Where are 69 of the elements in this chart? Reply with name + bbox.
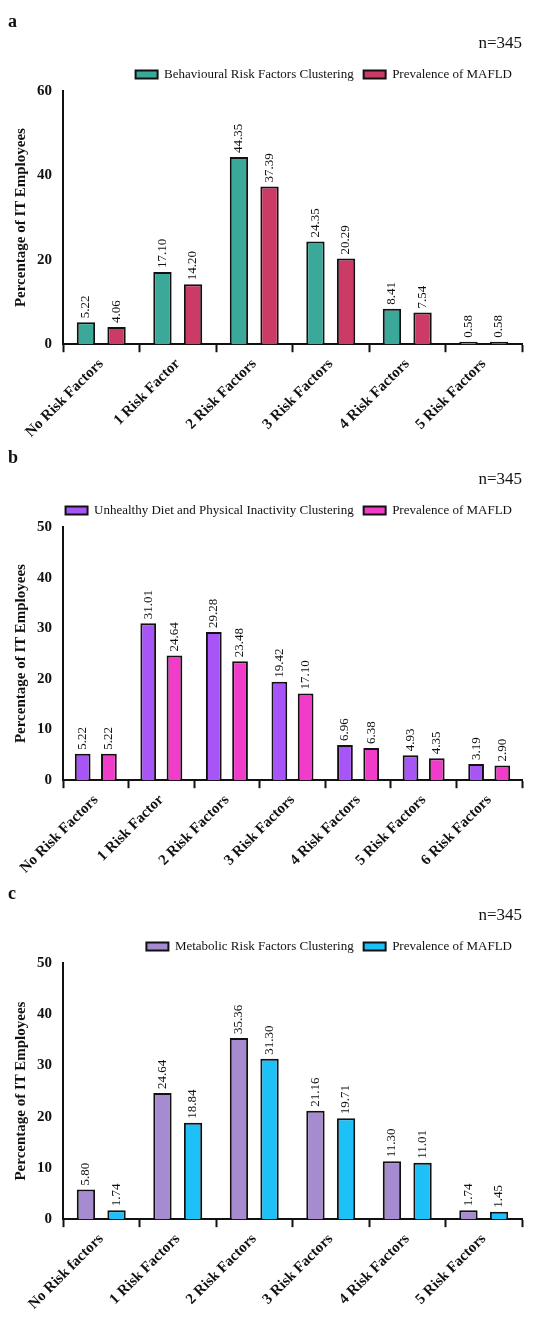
data-label: 17.10 (153, 238, 169, 269)
data-label: 20.29 (337, 225, 353, 255)
chart-subtitle: n=345 (478, 33, 522, 53)
y-axis-title: Percentage of IT Employees (11, 563, 28, 744)
y-tick-label: 30 (37, 1056, 52, 1073)
data-label: 8.41 (383, 281, 399, 305)
legend-label: Prevalence of MAFLD (392, 501, 512, 517)
legend-label: Behavioural Risk Factors Clustering (164, 65, 355, 81)
chart-title: a (8, 11, 17, 32)
data-label: 5.22 (77, 295, 93, 319)
y-tick-label: 20 (37, 1107, 52, 1124)
y-tick-label: 10 (37, 720, 52, 737)
y-tick-label: 40 (37, 568, 52, 585)
data-label: 5.22 (100, 727, 116, 750)
data-label: 11.01 (413, 1129, 429, 1159)
data-label: 24.35 (306, 208, 322, 238)
y-axis-title: Percentage of IT Employees (11, 127, 28, 308)
data-label: 29.28 (205, 598, 221, 628)
chart-subtitle: n=345 (478, 905, 522, 925)
data-label: 0.58 (490, 315, 506, 338)
data-label: 37.39 (260, 153, 276, 183)
legend-label: Metabolic Risk Factors Clustering (174, 937, 355, 953)
data-label: 24.64 (153, 1059, 169, 1089)
data-label: 0.58 (459, 315, 475, 338)
chart-subtitle: n=345 (478, 469, 522, 489)
y-tick-label: 20 (37, 669, 52, 686)
y-tick-label: 50 (37, 953, 52, 970)
data-label: 1.74 (107, 1182, 123, 1207)
legend-label: Prevalence of MAFLD (392, 937, 512, 953)
data-label: 4.93 (401, 728, 417, 752)
data-label: 44.35 (230, 123, 246, 154)
y-tick-label: 0 (44, 1210, 52, 1227)
data-label: 11.30 (383, 1128, 399, 1158)
y-tick-label: 0 (44, 771, 52, 788)
data-label: 4.35 (428, 731, 444, 755)
data-label: 5.22 (74, 727, 90, 750)
data-label: 7.54 (413, 285, 429, 309)
data-label: 14.20 (184, 251, 200, 281)
data-label: 31.30 (260, 1025, 276, 1055)
data-label: 19.71 (337, 1084, 353, 1115)
y-tick-label: 40 (37, 166, 52, 183)
data-label: 1.45 (490, 1184, 506, 1208)
legend-label: Unhealthy Diet and Physical Inactivity Clustering (94, 501, 355, 517)
data-label: 21.16 (306, 1077, 322, 1107)
y-tick-label: 20 (37, 250, 52, 267)
y-tick-label: 0 (44, 335, 52, 352)
data-label: 17.10 (297, 660, 313, 690)
data-label: 3.19 (467, 737, 483, 761)
data-label: 4.06 (107, 299, 123, 324)
y-axis-title: Percentage of IT Employees (11, 1001, 28, 1181)
y-tick-label: 10 (37, 1158, 52, 1175)
y-tick-label: 60 (37, 81, 52, 98)
data-label: 6.96 (336, 717, 352, 741)
legend-label: Prevalence of MAFLD (392, 65, 512, 81)
data-label: 1.74 (459, 1182, 475, 1207)
data-label: 35.36 (230, 1004, 246, 1034)
data-label: 5.80 (77, 1162, 93, 1186)
data-label: 2.90 (493, 738, 509, 762)
data-label: 6.38 (362, 721, 378, 744)
y-tick-label: 30 (37, 619, 52, 636)
chart-title: b (8, 447, 19, 468)
y-tick-label: 50 (37, 517, 52, 534)
data-label: 18.84 (184, 1088, 200, 1119)
data-label: 24.64 (165, 621, 181, 652)
data-label: 31.01 (139, 589, 155, 620)
chart-title: c (8, 883, 16, 904)
data-label: 19.42 (270, 648, 286, 678)
y-tick-label: 40 (37, 1005, 52, 1022)
data-label: 23.48 (231, 628, 247, 658)
